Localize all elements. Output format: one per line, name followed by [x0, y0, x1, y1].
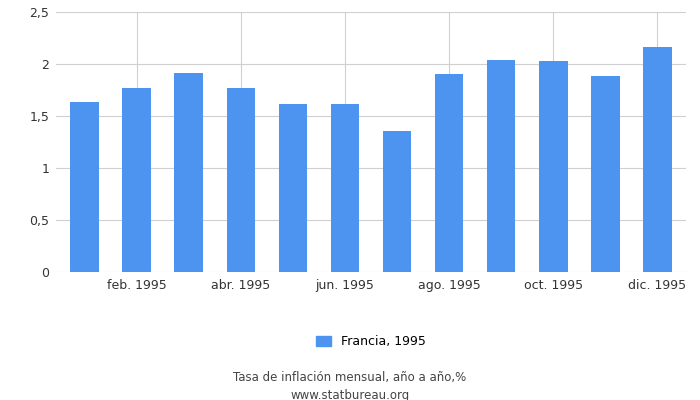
Text: www.statbureau.org: www.statbureau.org	[290, 390, 410, 400]
Bar	[486, 60, 515, 272]
Bar	[435, 74, 463, 272]
Bar	[70, 102, 99, 272]
Bar	[227, 88, 256, 272]
Bar	[122, 88, 151, 272]
Bar	[279, 104, 307, 272]
Bar	[330, 104, 359, 272]
Bar	[591, 76, 620, 272]
Bar	[174, 73, 203, 272]
Bar	[643, 47, 672, 272]
Bar	[539, 61, 568, 272]
Legend: Francia, 1995: Francia, 1995	[316, 336, 426, 348]
Text: Tasa de inflación mensual, año a año,%: Tasa de inflación mensual, año a año,%	[233, 372, 467, 384]
Bar	[383, 130, 412, 272]
